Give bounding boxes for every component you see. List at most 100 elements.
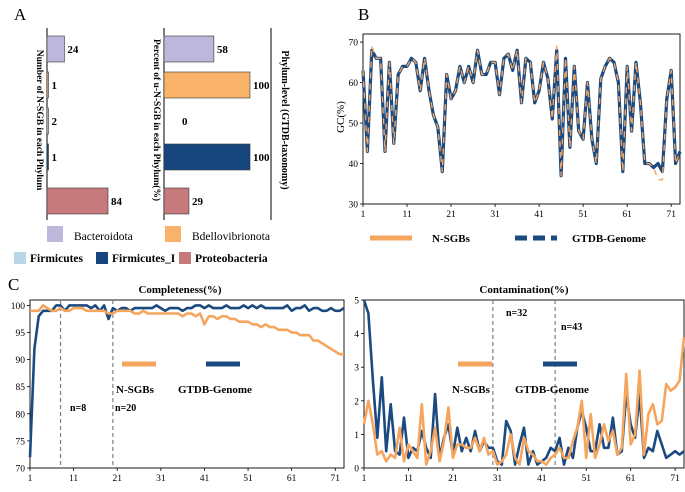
- c1-xtick-label: 1: [28, 474, 33, 484]
- c1-xtick-label: 41: [200, 474, 210, 484]
- c1-xtick-label: 31: [156, 474, 166, 484]
- b-ylabel: GC(%): [335, 101, 347, 133]
- c2-threshold-label: n=43: [561, 322, 582, 333]
- b-plot-frame: [362, 33, 681, 205]
- legend-swatch-firmicutes_i: [96, 252, 108, 264]
- a1-bar-bacteroidota: [46, 35, 65, 63]
- legend-label-bacteroidota: Bacteroidota: [74, 231, 133, 243]
- b-legend-label-nsgbs: N-SGBs: [432, 233, 471, 245]
- c2-plot-frame: [363, 299, 685, 469]
- a2-value-label: 29: [192, 196, 204, 208]
- c2-xtick-label: 61: [626, 474, 636, 484]
- panel-label-b: B: [358, 5, 369, 24]
- c2-xtick-label: 51: [581, 474, 591, 484]
- c2-ytick-label: 5: [354, 297, 359, 307]
- c1-plot-frame: [29, 299, 345, 469]
- legend-swatch-bdellovibrionota: [165, 226, 181, 242]
- c2-xtick-label: 41: [537, 474, 547, 484]
- a2-value-label: 0: [182, 116, 188, 128]
- a2-bar-bdellovibrionota: [163, 71, 251, 99]
- c1-xtick-label: 61: [287, 474, 297, 484]
- a2-ylabel: Percent of u-N-SGB in each Phylum(%): [151, 39, 162, 201]
- c1-xtick-label: 51: [243, 474, 253, 484]
- panel-label-a: A: [14, 5, 27, 24]
- legend-label-firmicutes: Firmicutes: [30, 253, 84, 265]
- c1-ytick-label: 75: [16, 437, 26, 447]
- b-xtick-label: 1: [361, 210, 366, 220]
- c2-xtick-label: 71: [670, 474, 680, 484]
- b-xtick-label: 71: [666, 210, 676, 220]
- c2-ytick-label: 3: [354, 364, 359, 374]
- a1-value-label: 2: [52, 116, 58, 128]
- panel-label-c: C: [8, 275, 19, 294]
- legend-label-proteobacteria: Proteobacteria: [195, 253, 268, 265]
- c1-ytick-label: 80: [16, 410, 26, 420]
- a1-ylabel: Number of N-SGB in each Phylum: [34, 50, 44, 191]
- a1-value-label: 1: [52, 152, 58, 164]
- c1-threshold-label: n=8: [70, 403, 86, 414]
- a1-value-label: 84: [111, 196, 123, 208]
- c1-ytick-label: 85: [16, 383, 26, 393]
- c2-ytick-label: 1: [354, 431, 359, 441]
- legend-swatch-bacteroidota: [47, 226, 63, 242]
- b-legend-label-gtdb: GTDB-Genome: [572, 233, 646, 245]
- b-xtick-label: 21: [446, 210, 456, 220]
- c2-legend-label-gtdb: GTDB-Genome: [515, 384, 589, 396]
- b-ytick-label: 30: [349, 201, 359, 211]
- c1-ytick-label: 70: [16, 465, 26, 475]
- c1-ytick-label: 90: [16, 356, 26, 366]
- c2-threshold-label: n=32: [506, 308, 527, 319]
- b-xtick-label: 11: [402, 210, 411, 220]
- c1-threshold-label: n=20: [115, 403, 136, 414]
- a2-bar-proteobacteria: [163, 187, 190, 215]
- a1-bar-proteobacteria: [46, 187, 109, 215]
- b-xtick-label: 41: [534, 210, 544, 220]
- c2-xtick-label: 1: [362, 474, 367, 484]
- b-ytick-label: 70: [349, 39, 359, 49]
- a2-bar-bacteroidota: [163, 35, 215, 63]
- legend-swatch-firmicutes: [14, 252, 26, 264]
- b-xtick-label: 61: [622, 210, 632, 220]
- c2-xtick-label: 11: [404, 474, 413, 484]
- c2-legend-label-nsgbs: N-SGBs: [452, 384, 491, 396]
- legend-label-bdellovibrionota: Bdellovibrionota: [192, 231, 270, 243]
- c2-ytick-label: 0: [354, 465, 359, 475]
- c1-legend-label-nsgbs: N-SGBs: [116, 384, 155, 396]
- b-ytick-label: 50: [349, 120, 359, 130]
- b-xtick-label: 31: [490, 210, 500, 220]
- phylum-legend: Bacteroidota Bdellovibrionota Firmicutes Fi…: [14, 226, 270, 265]
- b-ytick-label: 60: [349, 79, 359, 89]
- c1-series-gtdbgenome: [28, 304, 345, 458]
- c1-xtick-label: 11: [69, 474, 78, 484]
- panel-a2-bar-chart: Percent of u-N-SGB in each Phylum(%) Phy…: [151, 28, 290, 220]
- c1-series-nsgbs: [30, 304, 344, 356]
- legend-swatch-proteobacteria: [179, 252, 191, 264]
- legend-label-firmicutes_i: Firmicutes_I: [112, 253, 176, 265]
- a1-value-label: 1: [52, 80, 58, 92]
- b-xtick-label: 51: [578, 210, 588, 220]
- c2-xtick-label: 31: [493, 474, 503, 484]
- c1-ytick-label: 95: [16, 329, 26, 339]
- a2-side-label: Phylum-level (GTDB-taxonomy): [279, 50, 290, 189]
- panel-a1-bar-chart: Number of N-SGB in each Phylum 24 1 2 1 84: [34, 28, 123, 220]
- c2-ytick-label: 2: [354, 397, 359, 407]
- c1-ytick-label: 100: [11, 302, 26, 312]
- b-ytick-label: 40: [349, 160, 359, 170]
- a1-value-label: 24: [67, 44, 79, 56]
- a1-bar-firmicutes: [46, 107, 49, 135]
- c2-ytick-label: 4: [354, 330, 359, 340]
- a2-value-label: 58: [217, 44, 229, 56]
- a2-value-label: 100: [253, 152, 270, 164]
- a2-value-label: 100: [253, 80, 270, 92]
- a1-bar-bdellovibrionota: [46, 71, 49, 99]
- a2-bar-firmicutes_i: [163, 143, 251, 171]
- c2-series-nsgbs: [362, 336, 685, 466]
- b-series-nsgbs: [362, 45, 681, 181]
- a1-bar-firmicutes_i: [46, 143, 49, 171]
- c2-xtick-label: 21: [448, 474, 458, 484]
- c1-xtick-label: 21: [112, 474, 122, 484]
- c2-title: Contamination(%): [479, 284, 569, 296]
